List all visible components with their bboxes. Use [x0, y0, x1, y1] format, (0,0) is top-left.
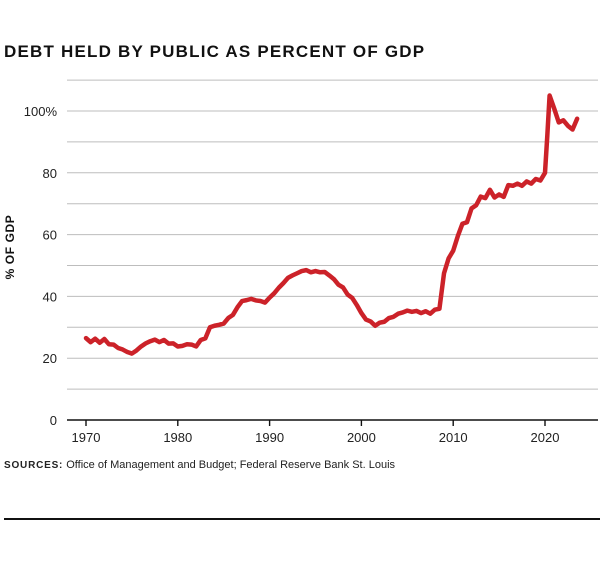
gridlines [67, 79, 598, 390]
chart-title: DEBT HELD BY PUBLIC AS PERCENT OF GDP [4, 42, 426, 61]
y-tick-label: 100% [24, 104, 58, 119]
x-tick-label: 1990 [255, 430, 284, 445]
sources-label: SOURCES: [4, 460, 64, 471]
y-tick-label: 20 [43, 351, 57, 366]
x-axis-ticks [85, 420, 546, 426]
y-tick-label: 60 [43, 228, 57, 243]
x-tick-label: 2000 [347, 430, 376, 445]
y-axis-tick-labels: 0 20 40 60 80 100% [24, 104, 58, 428]
x-tick-label: 2010 [439, 430, 468, 445]
y-tick-label: 0 [50, 413, 57, 428]
y-tick-label: 40 [43, 289, 57, 304]
sources-text: Office of Management and Budget; Federal… [66, 459, 396, 471]
debt-series-line [83, 93, 580, 356]
x-axis-tick-labels: 1970 1980 1990 2000 2010 2020 [72, 430, 560, 445]
x-tick-label: 1980 [163, 430, 192, 445]
y-axis-label: % OF GDP [3, 215, 17, 280]
y-tick-label: 80 [43, 166, 57, 181]
bottom-rule [4, 518, 600, 520]
x-tick-label: 2020 [531, 430, 560, 445]
x-tick-label: 1970 [72, 430, 101, 445]
sources-note: SOURCES: Office of Management and Budget… [4, 459, 395, 471]
